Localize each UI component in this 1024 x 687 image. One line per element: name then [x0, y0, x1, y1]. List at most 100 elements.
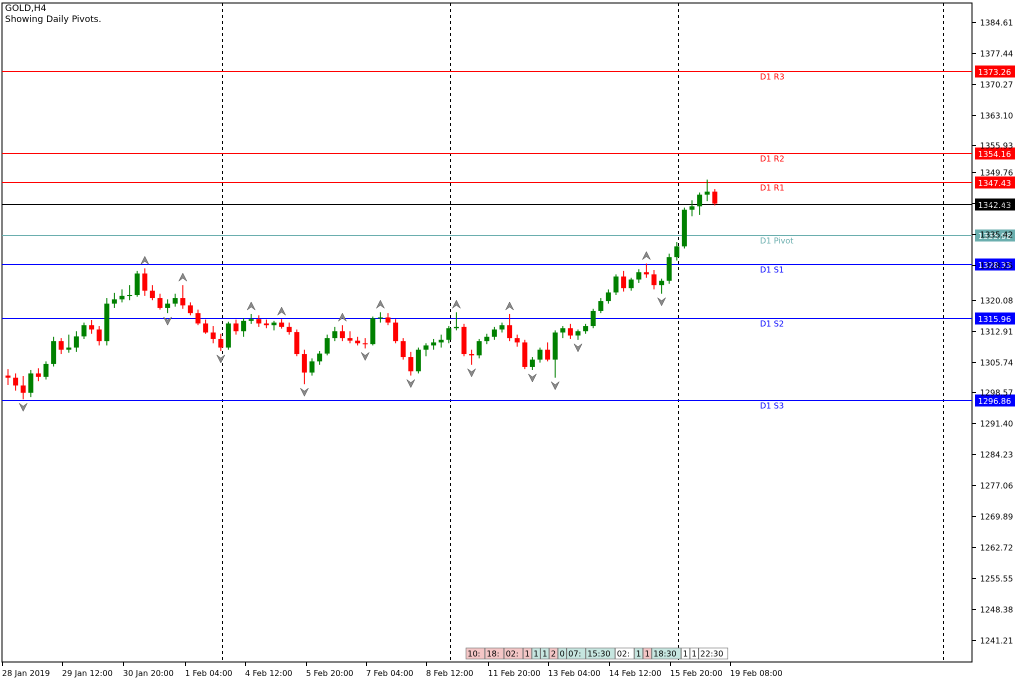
candle-body [355, 340, 361, 344]
fractal-up-arrow [452, 299, 461, 309]
y-tick-label-17: 1262.72 [980, 544, 1013, 553]
candle-body [621, 276, 627, 289]
candle [507, 313, 513, 342]
fractal-up-arrow [246, 301, 256, 311]
pivot-label-1: D1 R2 [760, 155, 784, 164]
timer-text-14: 1 [683, 650, 688, 659]
price-tag-text-2: 1347.43 [978, 179, 1011, 188]
current-price-tag-text: 1342.43 [978, 201, 1011, 210]
candle [704, 179, 710, 202]
candle-body [681, 209, 687, 247]
timer-cell-3 [522, 647, 532, 660]
price-tag-0 [975, 65, 1015, 78]
time-axis[interactable]: 28 Jan 2019 29 Jan 12:00 30 Jan 20:00 1 Feb… [2, 662, 782, 678]
timer-text-6: 2 [551, 650, 556, 659]
candle [514, 334, 520, 347]
candle [461, 323, 467, 357]
candle-body [469, 354, 475, 356]
candle-body [583, 326, 589, 332]
candle [51, 336, 57, 367]
candle [712, 189, 718, 206]
timer-text-5: 1 [542, 650, 547, 659]
candle-body [142, 273, 148, 291]
candle-body [567, 328, 573, 336]
candle-body [377, 317, 383, 319]
candle-body [408, 357, 414, 372]
y-tick-label-4: 1355.93 [980, 142, 1013, 151]
candle-body [674, 246, 680, 258]
timer-cell-0 [465, 647, 485, 660]
candle-body [545, 349, 551, 360]
x-tick-label-9: 13 Feb 04:00 [548, 669, 600, 678]
candle-body [324, 338, 330, 354]
candle [271, 320, 277, 331]
y-tick-label-0: 1384.61 [980, 19, 1013, 28]
candle-body [666, 257, 672, 281]
candle-body [453, 326, 459, 329]
candle [431, 338, 437, 350]
price-tag-text-3: 1335.06 [978, 232, 1011, 241]
candle-body [157, 298, 163, 308]
candle [590, 308, 596, 329]
pivot-label-3: D1 Pivot [760, 237, 793, 246]
timer-cell-12 [642, 647, 652, 660]
candle-body [35, 373, 41, 377]
candle-body [446, 328, 452, 340]
candle-body [187, 305, 193, 314]
timer-text-7: 0 [560, 650, 565, 659]
fractal-up-arrow [140, 255, 150, 265]
candle [491, 326, 497, 340]
fractal-down-arrow [216, 354, 226, 364]
pivot-label-6: D1 S3 [760, 402, 784, 411]
candle [294, 329, 300, 357]
candle-body [514, 338, 520, 343]
candle [575, 329, 581, 340]
candle-body [241, 320, 247, 332]
candle [13, 373, 19, 391]
candle-body [575, 331, 581, 336]
candle-body [96, 329, 102, 342]
candle-body [438, 339, 444, 343]
candle [355, 336, 361, 346]
candle-body [484, 336, 490, 342]
candle [362, 338, 368, 349]
price-tag-text-5: 1315.96 [978, 315, 1011, 324]
fractal-down-arrow [657, 297, 666, 307]
candle-body [423, 345, 429, 350]
fractal-down-arrow [550, 381, 560, 391]
price-tag-5 [975, 312, 1015, 325]
candle [66, 334, 72, 353]
candle-body [613, 276, 619, 293]
candle [377, 312, 383, 323]
timer-text-3: 1 [525, 650, 530, 659]
candle-body [20, 385, 26, 393]
candle-body [73, 336, 79, 348]
price-axis[interactable]: 1373.26 1354.16 1347.43 1335.06 1328.33 1315.… [972, 19, 1015, 646]
candle [172, 293, 178, 307]
timer-cell-7 [557, 647, 567, 660]
candle [89, 320, 95, 334]
timer-cell-14 [681, 647, 690, 660]
candle-body [309, 361, 315, 373]
candle [400, 338, 406, 360]
fractal-down-arrow [360, 352, 370, 361]
candle-body [636, 272, 642, 280]
candle [393, 319, 399, 344]
symbol-label: GOLD,H4 [5, 4, 47, 14]
candle-body [119, 295, 125, 300]
timer-text-1: 18: [487, 650, 500, 659]
fractal-down-arrow [406, 379, 416, 389]
candle-body [560, 328, 566, 333]
fractal-down-arrow [18, 403, 28, 412]
candle [476, 338, 482, 359]
candle [438, 334, 444, 348]
pivot-label-4: D1 S1 [760, 266, 784, 275]
candle [529, 357, 535, 370]
candle-body [203, 323, 209, 333]
candle [324, 334, 330, 356]
pivot-label-2: D1 R1 [760, 184, 784, 193]
candle [142, 268, 148, 296]
candle-body [362, 343, 368, 345]
